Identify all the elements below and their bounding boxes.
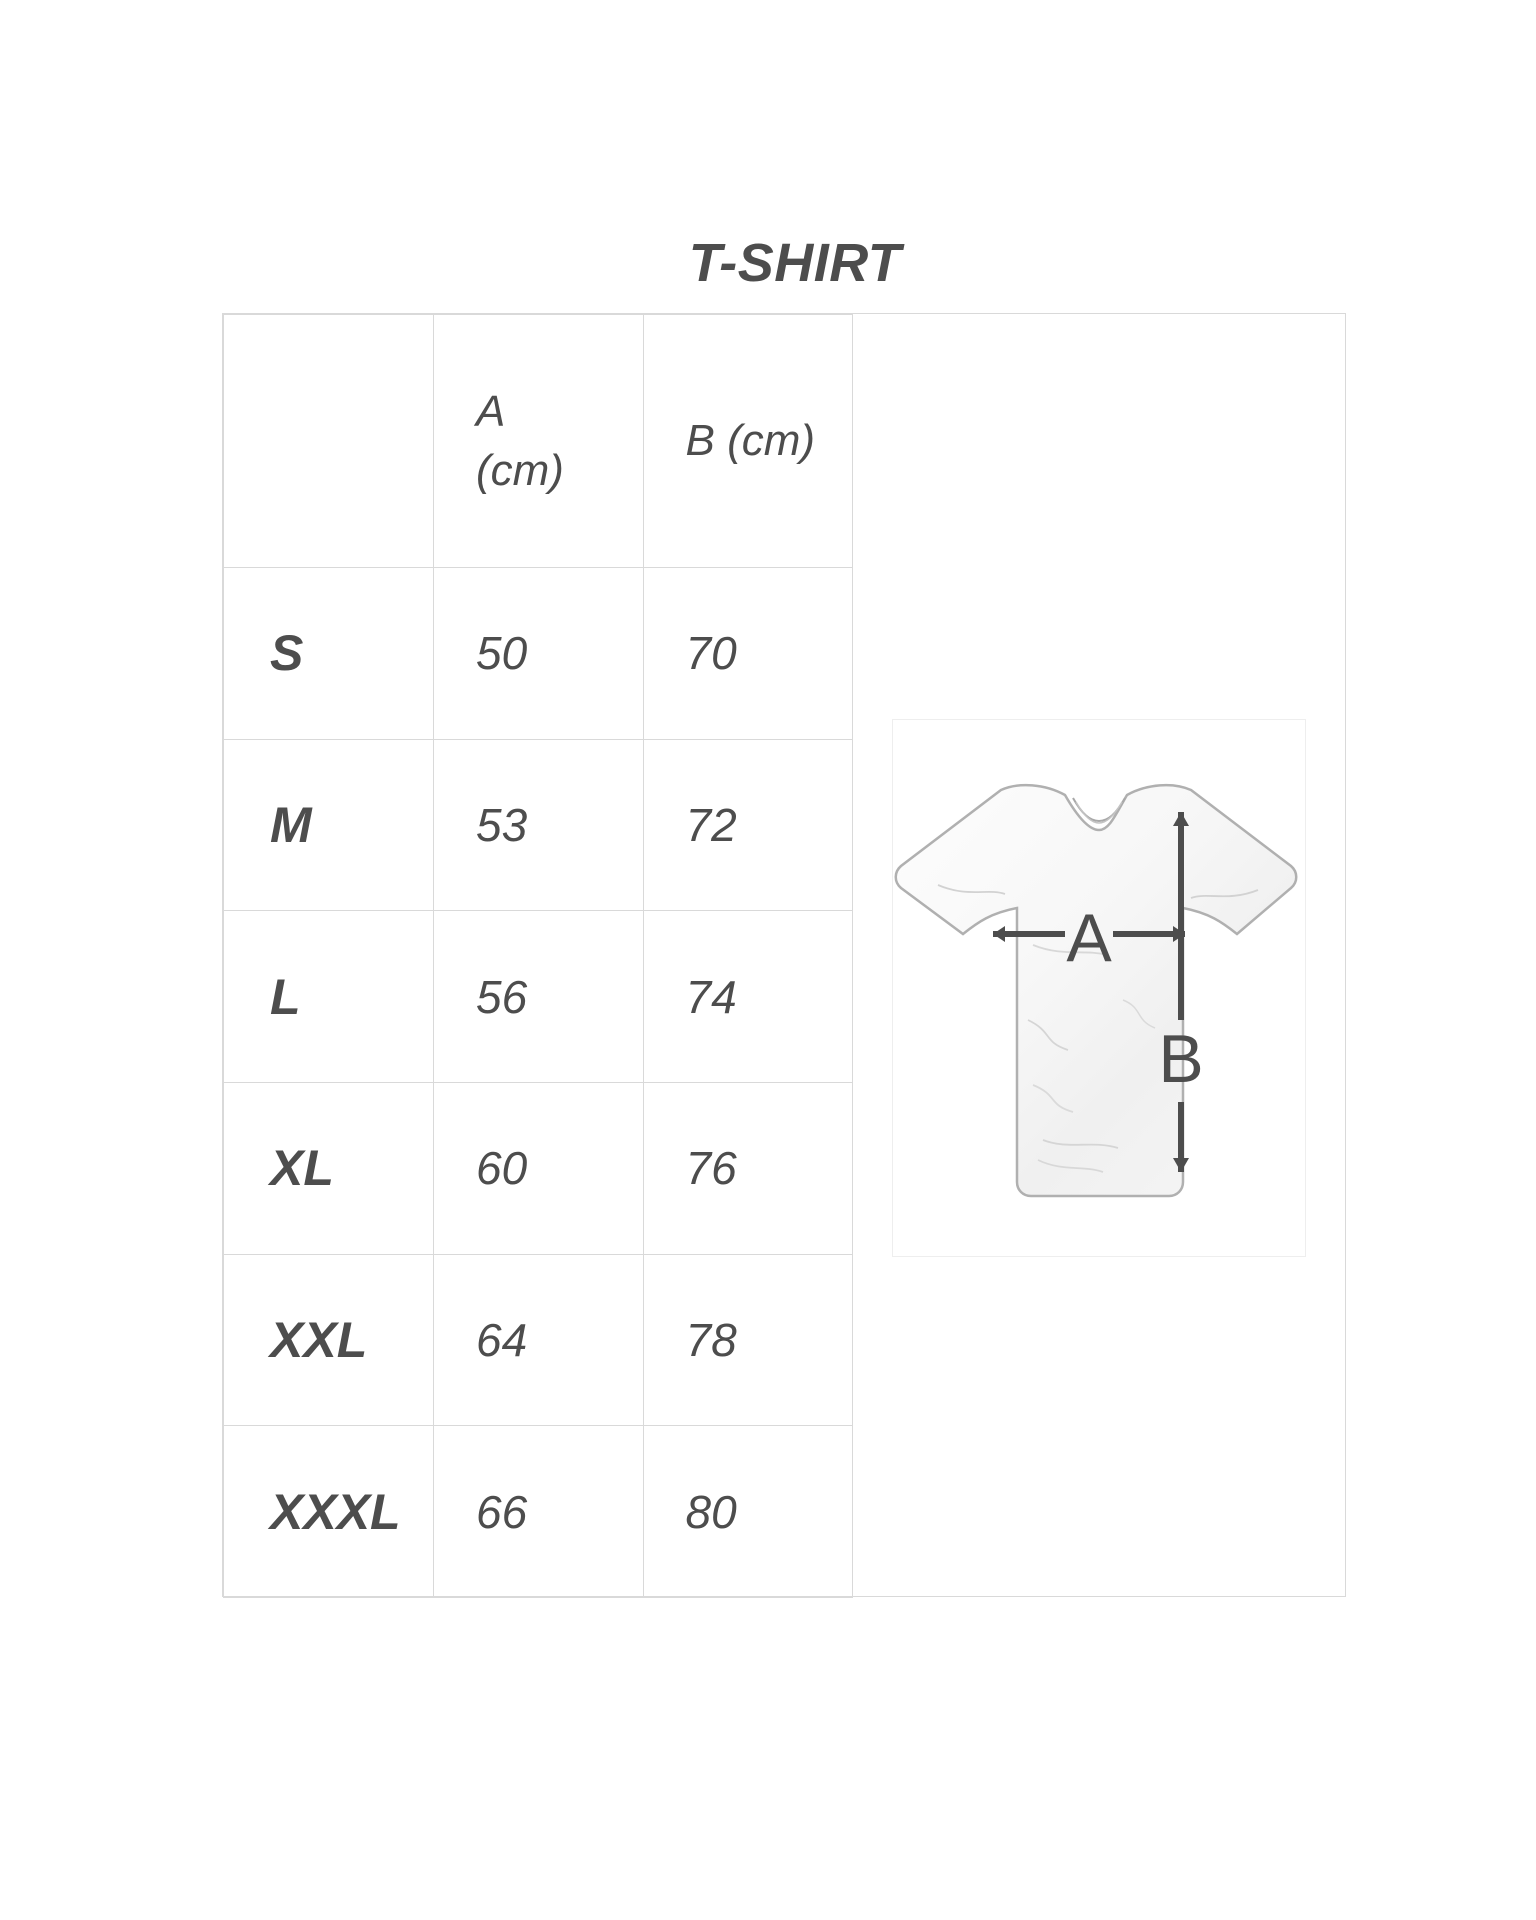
svg-text:A: A [1066,900,1112,976]
svg-text:B: B [1158,1021,1203,1097]
